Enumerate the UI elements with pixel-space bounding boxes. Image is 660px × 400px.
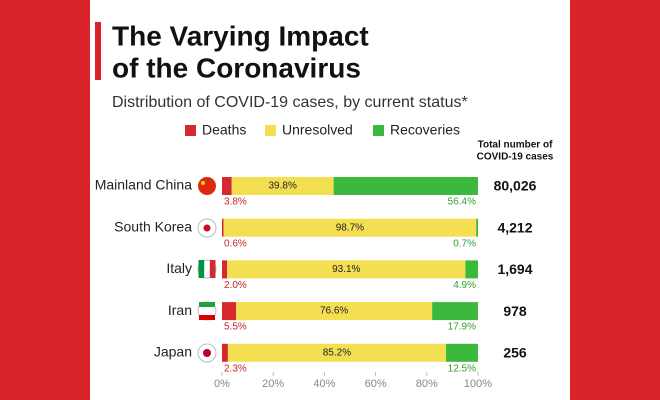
legend-swatch	[373, 125, 384, 136]
legend-label: Deaths	[202, 122, 246, 138]
bar-segment	[222, 260, 228, 279]
value-label: 2.0%	[224, 280, 247, 291]
x-tick-label: 40%	[313, 378, 335, 390]
bar-segment	[222, 343, 228, 362]
value-label: 4.9%	[453, 280, 476, 291]
chart-title: The Varying Impact	[112, 20, 369, 51]
panel	[90, 0, 570, 400]
total-label: 256	[503, 345, 527, 361]
value-label: 17.9%	[448, 322, 476, 333]
bar-segment	[231, 177, 334, 195]
x-tick-label: 60%	[365, 378, 387, 390]
value-label: 5.5%	[224, 322, 247, 333]
bar-segment	[465, 260, 478, 279]
flag	[198, 177, 216, 195]
value-label: 76.6%	[320, 306, 348, 317]
flag-sun	[203, 349, 211, 357]
legend-swatch	[265, 125, 276, 136]
bar-segment	[227, 343, 446, 362]
value-label: 93.1%	[332, 264, 360, 275]
x-tick-label: 20%	[262, 378, 284, 390]
value-label: 12.5%	[448, 363, 476, 374]
flag-stripe	[199, 302, 215, 307]
total-label: 80,026	[494, 178, 537, 194]
flag-stripe	[198, 260, 205, 278]
x-tick-label: 100%	[464, 378, 492, 390]
total-header: COVID-19 cases	[477, 152, 554, 163]
title-accent	[95, 22, 101, 80]
value-label: 3.8%	[224, 197, 247, 208]
value-label: 2.3%	[224, 363, 247, 374]
category-label: South Korea	[114, 218, 192, 234]
bar-segment	[222, 177, 232, 195]
bar-segment	[222, 218, 224, 237]
total-header: Total number of	[478, 140, 553, 151]
value-label: 39.8%	[268, 181, 296, 192]
category-label: Iran	[168, 302, 192, 318]
flag-stripe	[209, 260, 216, 278]
category-label: Mainland China	[95, 177, 192, 193]
x-tick-label: 0%	[214, 378, 230, 390]
bar-segment	[432, 302, 478, 321]
total-label: 978	[503, 303, 527, 319]
x-tick-label: 80%	[416, 378, 438, 390]
bar-segment	[476, 218, 478, 237]
bar-segment	[227, 260, 466, 279]
total-label: 4,212	[497, 219, 532, 235]
flag-star	[201, 181, 205, 185]
bar-segment	[223, 218, 477, 237]
category-label: Italy	[166, 260, 192, 276]
value-label: 56.4%	[448, 197, 476, 208]
flag-emblem	[203, 224, 211, 232]
value-label: 98.7%	[336, 222, 364, 233]
category-label: Japan	[154, 344, 192, 360]
bar-segment	[222, 302, 237, 321]
value-label: 0.6%	[224, 238, 247, 249]
bar-segment	[446, 343, 478, 362]
legend-label: Unresolved	[282, 122, 353, 138]
legend-swatch	[185, 125, 196, 136]
bar-segment	[236, 302, 433, 321]
flags	[197, 177, 217, 363]
flag-stripe	[199, 315, 215, 320]
total-label: 1,694	[497, 261, 532, 277]
value-label: 0.7%	[453, 238, 476, 249]
bar-segment	[333, 177, 478, 195]
chart-title: of the Coronavirus	[112, 52, 361, 83]
legend-label: Recoveries	[390, 122, 460, 138]
chart-subtitle: Distribution of COVID-19 cases, by curre…	[112, 94, 468, 111]
value-label: 85.2%	[323, 347, 351, 358]
